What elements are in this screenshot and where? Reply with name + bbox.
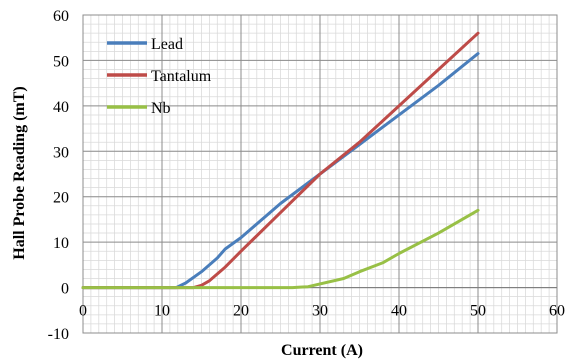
y-tick-label: 50 [53,53,69,70]
y-axis-title: Hall Probe Reading (mT) [11,86,28,259]
y-tick-label: 30 [53,144,69,161]
x-tick-label: 0 [79,303,87,320]
series-line-nb [81,208,480,290]
y-tick-label: -10 [48,326,69,343]
legend-label-tantalum: Tantalum [151,68,212,85]
x-tick-label: 50 [470,303,486,320]
x-tick-label: 30 [312,303,328,320]
series-layer [81,31,480,290]
legend-label-lead: Lead [151,36,183,53]
x-tick-label: 60 [549,303,565,320]
x-tick-labels: 0 10 20 30 40 50 60 [79,303,565,320]
y-tick-label: 40 [53,99,69,116]
y-tick-labels: -10 0 10 20 30 40 50 60 [48,8,69,343]
y-tick-label: 60 [53,8,69,25]
x-tick-label: 20 [233,303,249,320]
legend-label-nb: Nb [151,100,171,117]
y-tick-label: 20 [53,190,69,207]
x-tick-label: 40 [391,303,407,320]
series-line-lead [81,52,480,290]
x-tick-label: 10 [154,303,170,320]
y-tick-label: 10 [53,235,69,252]
plot-border [82,14,558,334]
series-line-tantalum [81,31,480,290]
y-tick-label: 0 [61,281,69,298]
legend: Lead Tantalum Nb [107,36,212,117]
x-axis-title: Current (A) [281,342,363,359]
